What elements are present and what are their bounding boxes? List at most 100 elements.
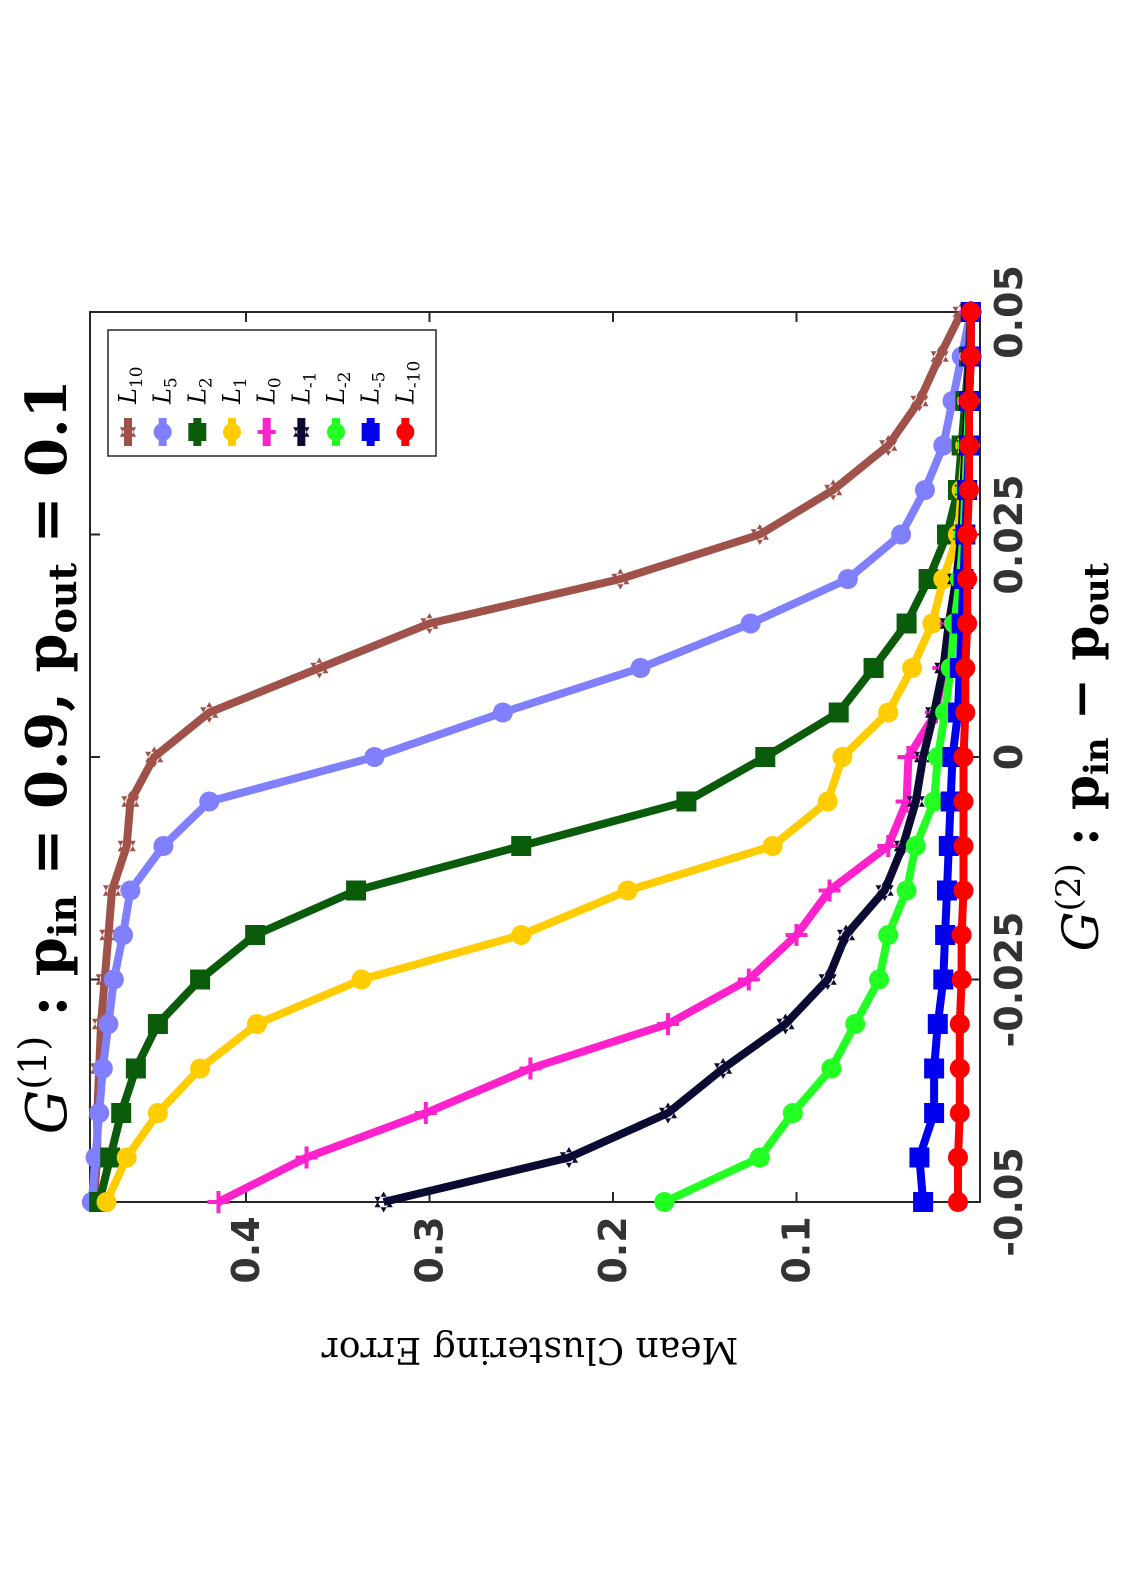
data-point-L1: [832, 747, 853, 767]
data-point-L2: [676, 791, 697, 812]
title-mid: = 0.9, p: [14, 633, 80, 895]
legend-marker: [361, 423, 380, 441]
data-point-L-10: [957, 569, 978, 589]
data-point-L1: [147, 1103, 168, 1123]
legend-label: L2: [183, 377, 216, 405]
legend-marker: [153, 423, 172, 441]
data-point-L2: [918, 569, 939, 589]
data-point-L5: [103, 969, 124, 990]
data-point-L-1: [658, 1102, 678, 1124]
data-point-L1: [902, 658, 923, 678]
x-tick-label: -0.025: [987, 912, 1031, 1048]
data-point-L-5: [935, 925, 956, 945]
data-point-L-2: [782, 1103, 803, 1123]
data-point-L-5: [924, 1058, 945, 1079]
data-point-L-10: [960, 346, 981, 367]
data-point-L-2: [878, 925, 899, 945]
data-point-L-5: [924, 1103, 945, 1123]
series-line-L10: [89, 310, 966, 1203]
x-axis-label-rest: : p: [1051, 775, 1110, 863]
data-point-L2: [346, 880, 367, 901]
x-axis-label-minus: − p: [1051, 626, 1110, 738]
data-point-L-10: [953, 880, 974, 901]
data-point-L1: [878, 702, 899, 723]
data-point-L5: [113, 925, 134, 945]
data-point-L1: [190, 1058, 211, 1079]
data-point-L2: [147, 1014, 168, 1034]
data-point-L5: [364, 747, 385, 767]
legend-label: L5: [149, 377, 182, 405]
data-point-L10: [611, 568, 630, 590]
legend-marker: [188, 423, 207, 441]
data-point-L5: [914, 480, 935, 500]
data-point-L5: [199, 791, 220, 812]
title-rest: : p: [14, 937, 80, 1036]
legend-entry-L-1: L-1: [287, 372, 320, 446]
data-point-L10: [121, 791, 140, 812]
data-point-L1: [96, 1192, 117, 1212]
data-point-L0: [207, 1191, 230, 1213]
x-tick-label: -0.05: [987, 1147, 1031, 1257]
legend-label: L0: [253, 377, 286, 405]
data-point-L10: [200, 702, 219, 723]
data-point-L1: [922, 613, 943, 634]
data-point-L0: [737, 968, 760, 991]
data-point-L1: [817, 791, 838, 812]
data-point-L-10: [951, 969, 972, 990]
data-point-L-2: [924, 791, 945, 812]
legend-label: L-5: [357, 372, 390, 406]
data-point-L-10: [951, 925, 972, 945]
data-point-L-1: [914, 746, 933, 768]
data-point-L-1: [559, 1147, 579, 1168]
data-point-L1: [762, 836, 783, 856]
data-point-L-10: [949, 1014, 970, 1034]
x-axis-label-sup: (2): [1049, 863, 1089, 911]
title-sub-in: in: [40, 895, 85, 937]
data-point-L-1: [713, 1058, 733, 1079]
data-point-L5: [630, 658, 651, 678]
data-point-L0: [414, 1102, 437, 1124]
data-point-L2: [190, 969, 211, 990]
data-point-L-10: [958, 391, 979, 411]
data-point-L0: [897, 746, 920, 768]
data-point-L10: [117, 835, 136, 857]
data-point-L10: [824, 479, 843, 501]
title-end: = 0.1: [14, 380, 80, 563]
data-point-L-2: [896, 880, 917, 901]
data-point-L-10: [960, 302, 981, 322]
data-point-L10: [420, 613, 439, 634]
legend-marker: [257, 423, 276, 441]
data-point-L5: [492, 702, 513, 723]
data-point-L5: [120, 880, 141, 901]
data-point-L-1: [906, 791, 925, 812]
data-point-L2: [755, 747, 776, 767]
legend-label: L10: [114, 366, 147, 405]
data-point-L2: [863, 658, 884, 678]
data-point-L2: [245, 925, 266, 945]
data-point-L-10: [958, 435, 979, 456]
data-point-L-1: [818, 969, 837, 990]
legend-label: L1: [218, 377, 251, 405]
data-point-L-10: [955, 702, 976, 723]
data-point-L-1: [836, 924, 856, 946]
data-point-L-5: [933, 969, 954, 990]
legend-entry-L2: L2: [183, 377, 216, 446]
y-axis-label: Mean Clustering Error: [321, 1329, 739, 1370]
legend-entry-L0: L0: [253, 377, 286, 446]
data-point-L-10: [957, 613, 978, 634]
data-point-L-5: [927, 1014, 948, 1034]
title-sub-out: out: [40, 562, 85, 633]
data-point-L0: [877, 835, 900, 857]
data-point-L10: [99, 924, 118, 946]
x-tick-label: 0: [987, 744, 1031, 770]
legend-label: L-1: [287, 372, 320, 406]
y-tick-label: 0.1: [774, 1216, 818, 1283]
data-point-L5: [837, 569, 858, 589]
data-point-L5: [98, 1014, 119, 1034]
legend-entry-L-5: L-5: [357, 372, 390, 446]
data-point-L-1: [875, 880, 894, 901]
x-axis-label-sub-out: out: [1077, 562, 1117, 625]
series-L-10: [947, 302, 981, 1212]
data-point-L5: [933, 435, 954, 456]
y-tick-label: 0.2: [591, 1216, 635, 1283]
